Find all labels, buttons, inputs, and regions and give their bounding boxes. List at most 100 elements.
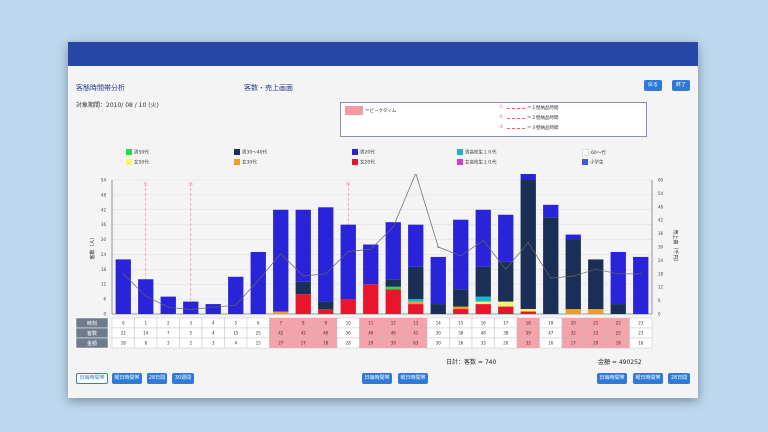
bar-segment	[565, 309, 581, 314]
bar-segment	[273, 209, 289, 312]
exit-button[interactable]: 終了	[672, 80, 690, 91]
y-tick-label: 0	[103, 312, 106, 317]
bar-segment	[633, 256, 649, 314]
table-row-header-label: 客数	[87, 330, 97, 337]
table-cell-value: 2	[189, 341, 192, 346]
table-cell	[629, 337, 653, 349]
left-28days-button[interactable]: 28日間	[147, 373, 167, 384]
left-daily-hour-button[interactable]: 日毎時間帯	[76, 373, 108, 384]
table-cell-value: 29	[368, 341, 374, 346]
bar-segment	[430, 304, 446, 314]
table-cell-value: 40	[368, 331, 374, 336]
table-cell-value: 28	[346, 341, 352, 346]
y-tick-label: 18	[101, 267, 107, 272]
sales-line	[123, 174, 641, 310]
table-cell-value: 30	[436, 341, 442, 346]
left-30weeks-button[interactable]: 30週間	[172, 373, 194, 384]
table-cell-value: 10	[346, 321, 352, 326]
bar-segment	[498, 214, 514, 262]
sales-point	[369, 248, 372, 251]
table-cell-value: 1	[144, 321, 147, 326]
table-cell-value: 33	[481, 341, 487, 346]
bar-segment	[363, 284, 379, 314]
table-cell-value: 42	[301, 331, 307, 336]
bar-segment	[498, 261, 514, 302]
center-daily-hour-button[interactable]: 日毎時間帯	[362, 373, 392, 384]
bar-segment	[610, 304, 626, 314]
table-cell-value: 32	[526, 341, 532, 346]
y-tick-label: 12	[101, 282, 107, 287]
sales-point	[122, 273, 125, 275]
bar-segment	[610, 251, 626, 305]
delivery-marker: ③	[346, 182, 350, 188]
delivery-label-1: ＝１壁納品時間	[527, 106, 559, 111]
delivery-marker-2: ②	[499, 115, 504, 120]
table-cell-value: 36	[346, 331, 352, 336]
bar-segment	[340, 224, 356, 300]
delivery-line-sample-2	[507, 118, 525, 119]
bar-segment	[363, 244, 379, 285]
bar-segment	[475, 301, 491, 305]
y-tick-label: 24	[101, 252, 107, 257]
table-cell-value: 48	[481, 331, 487, 336]
y-tick-label: 36	[101, 222, 107, 227]
table-cell-value: 39	[391, 341, 397, 346]
peak-swatch	[345, 106, 363, 115]
y2-tick-label: 6	[658, 298, 661, 303]
delivery-line-sample-1	[507, 108, 525, 109]
table-cell-value: 5	[189, 331, 192, 336]
bar-segment	[475, 266, 491, 297]
bar-segment	[385, 279, 401, 287]
sales-point	[212, 306, 215, 309]
table-cell-value: 59	[526, 331, 532, 336]
bar-segment	[295, 209, 311, 282]
table-cell-value: 16	[548, 341, 554, 346]
table-cell-value: 21	[593, 321, 599, 326]
delivery-line-sample-3	[507, 128, 525, 129]
bar-segment	[565, 239, 581, 310]
bar-segment	[588, 259, 604, 310]
right-daily-hour-button[interactable]: 日毎時間帯	[597, 373, 627, 384]
app-window: 客態時間帯分析 客数・売上画面 対象期間：2010/ 08 / 10 (火) 戻…	[68, 42, 698, 398]
legend-item: 男20代	[352, 149, 375, 156]
left-weekday-hour-button[interactable]: 曜日時間帯	[112, 373, 142, 384]
table-cell-value: 4	[212, 321, 215, 326]
y2-tick-label: 42	[658, 218, 664, 223]
legend-item: 男50代	[126, 149, 149, 156]
app-title: 客態時間帯分析	[76, 84, 125, 92]
delivery-marker: ②	[189, 182, 194, 188]
bar-segment	[408, 301, 424, 305]
table-cell-value: 23	[638, 331, 644, 336]
table-row-header	[75, 337, 109, 349]
table-cell-value: 22	[616, 321, 622, 326]
table-cell-value: 20	[503, 341, 509, 346]
total-customers: 日計：客数 = 740	[446, 359, 497, 366]
table-row-header-label: 金額	[87, 340, 97, 347]
sales-point	[392, 226, 395, 228]
delivery-marker: ①	[144, 182, 149, 188]
sales-point	[459, 255, 462, 257]
sales-point	[144, 295, 147, 297]
right-28days-button[interactable]: 28日間	[668, 373, 690, 384]
table-cell-value: 25	[616, 331, 622, 336]
table-cell-value: 13	[413, 321, 419, 326]
table-cell-value: 22	[121, 331, 127, 336]
center-weekday-hour-button[interactable]: 曜日時間帯	[398, 373, 428, 384]
sales-point	[324, 273, 327, 275]
table-cell-value: 6	[257, 321, 260, 326]
table-cell-value: 7	[279, 321, 282, 326]
table-cell-value: 2	[167, 321, 170, 326]
bar-segment	[273, 311, 289, 314]
table-cell-value: 0	[122, 321, 125, 326]
sales-point	[189, 308, 192, 311]
y-tick-label: 48	[101, 192, 107, 197]
bar-segment	[475, 296, 491, 302]
table-cell-value: 5	[234, 321, 237, 326]
y-tick-label: 54	[101, 178, 107, 183]
bar-segment	[453, 309, 469, 314]
right-weekday-hour-button[interactable]: 曜日時間帯	[633, 373, 663, 384]
bar-segment	[385, 286, 401, 290]
table-cell-value: 17	[503, 321, 509, 326]
table-cell-value: 41	[413, 331, 419, 336]
back-button[interactable]: 戻る	[644, 80, 662, 91]
